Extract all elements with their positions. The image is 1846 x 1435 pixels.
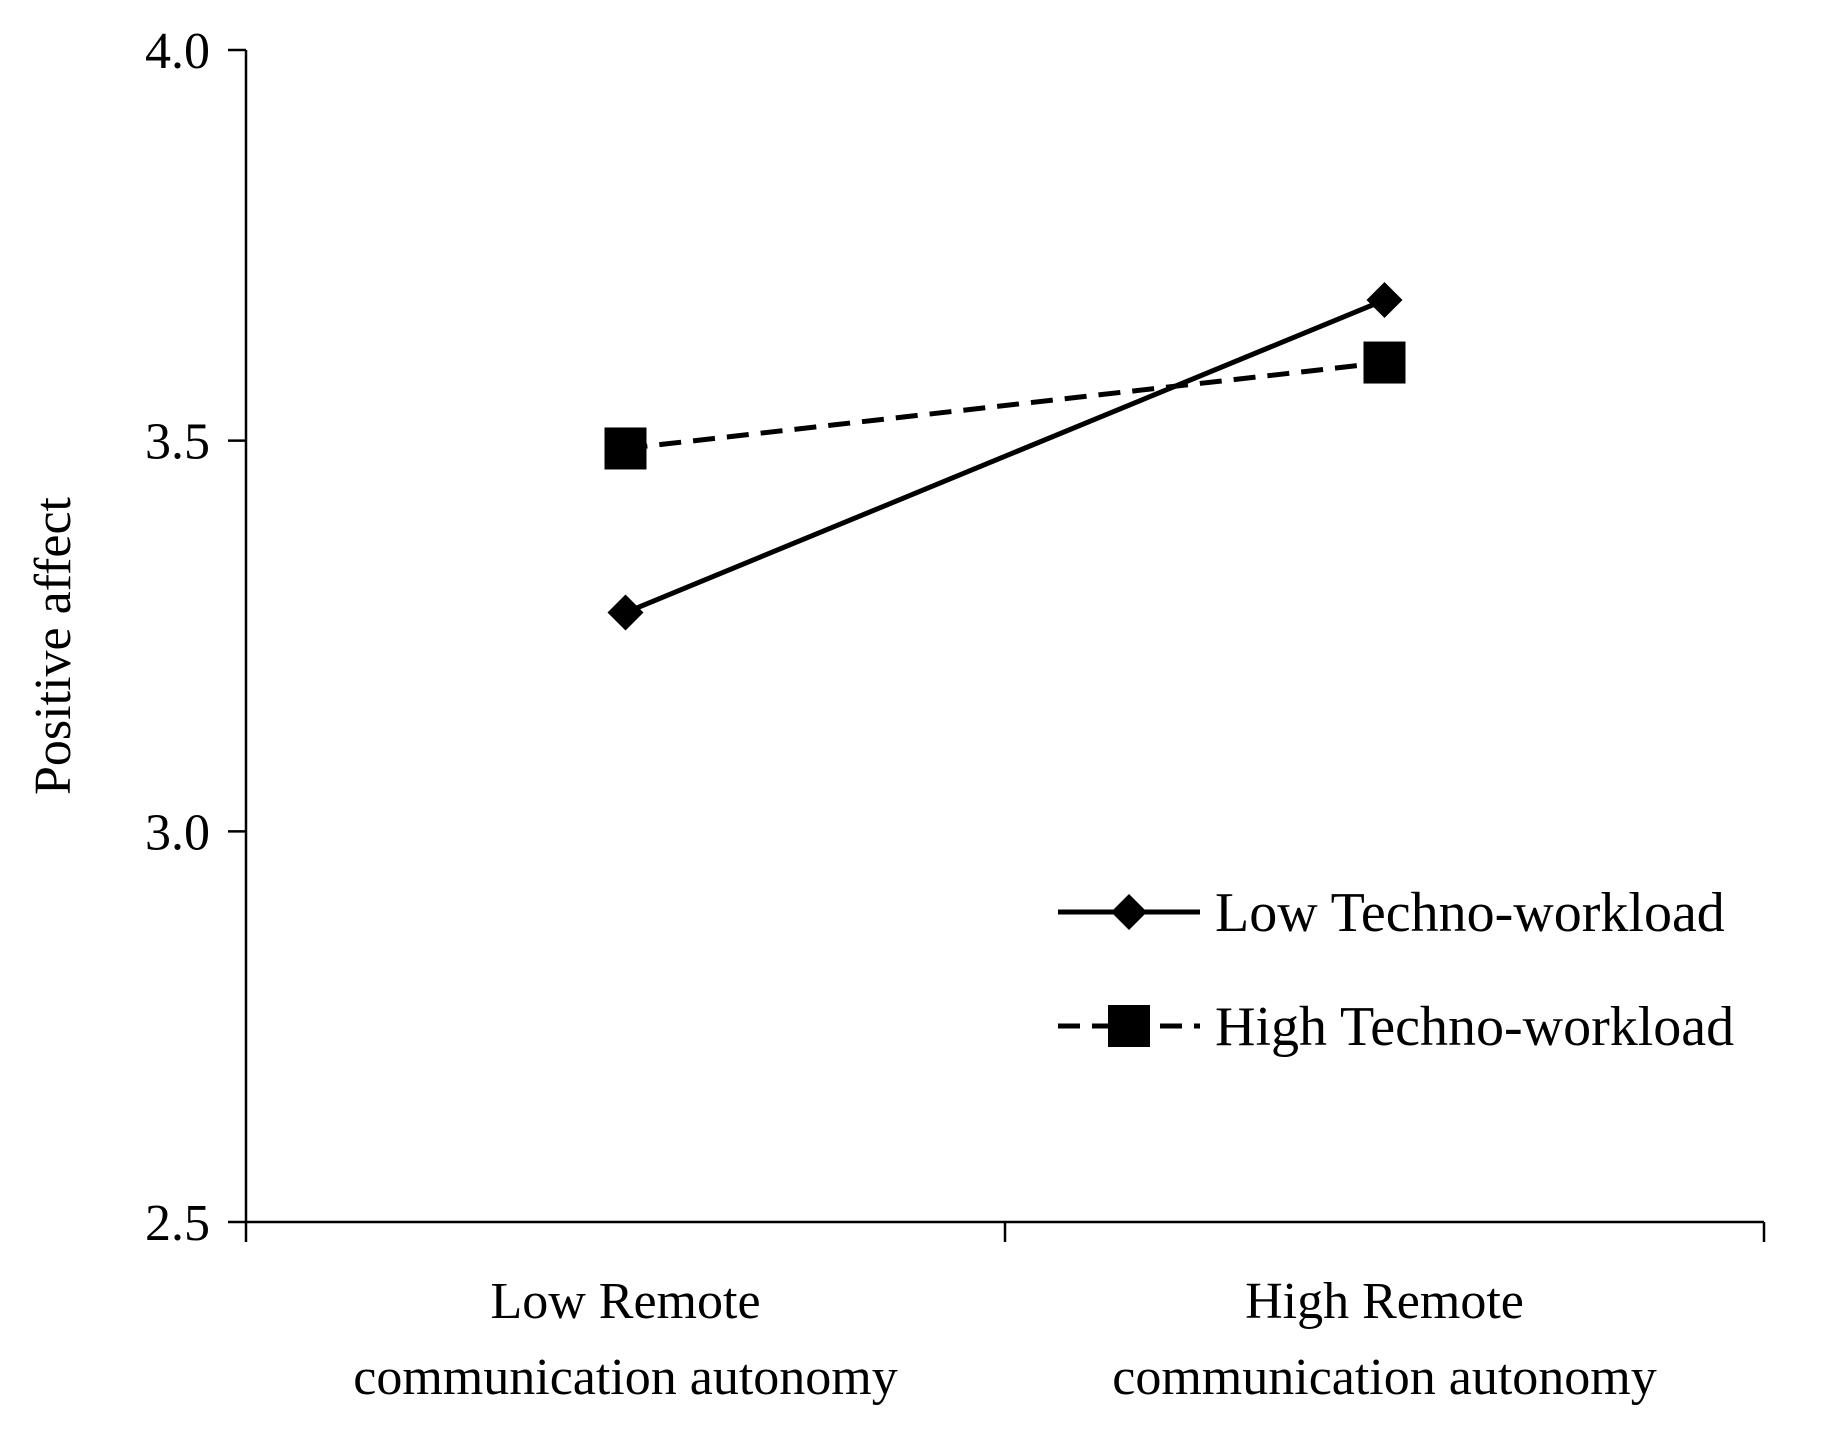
- series-layer: [604, 282, 1406, 631]
- y-tick-label: 4.0: [145, 23, 210, 80]
- x-category-label: communication autonomy: [353, 1349, 897, 1406]
- series-2: [604, 341, 1406, 470]
- series-line: [624, 297, 1386, 615]
- legend-label: Low Techno-workload: [1215, 882, 1725, 944]
- x-category-label: communication autonomy: [1112, 1349, 1656, 1406]
- legend: Low Techno-workload High Techno-workload: [1058, 882, 1734, 1058]
- legend-item-1: Low Techno-workload: [1058, 882, 1725, 944]
- legend-item-2: High Techno-workload: [1058, 996, 1734, 1058]
- x-category-label: Low Remote: [490, 1273, 760, 1330]
- axes: 2.5 3.0 3.5 4.0 Low Remote communication auto…: [25, 23, 1766, 1406]
- legend-label: High Techno-workload: [1215, 996, 1734, 1058]
- data-point: [1366, 282, 1403, 319]
- y-tick-label: 3.0: [145, 804, 210, 861]
- data-point: [604, 427, 647, 470]
- legend-marker: [1108, 1005, 1150, 1047]
- data-point: [607, 594, 644, 631]
- x-category-label: High Remote: [1245, 1273, 1524, 1330]
- y-tick-label: 2.5: [145, 1195, 210, 1252]
- y-axis-title: Positive affect: [25, 496, 82, 795]
- series-1: [607, 282, 1403, 631]
- y-tick-label: 3.5: [145, 414, 210, 471]
- data-point: [1363, 341, 1406, 384]
- series-line: [625, 360, 1385, 451]
- legend-marker: [1111, 894, 1147, 930]
